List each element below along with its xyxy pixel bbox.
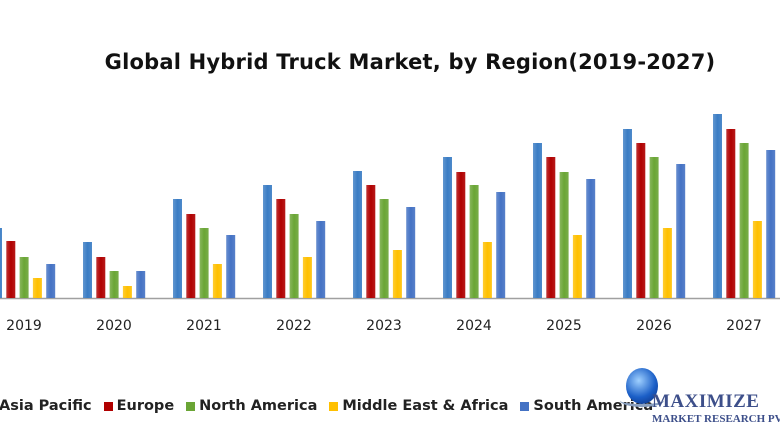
bar-europe-2021	[186, 214, 196, 298]
x-tick-label: 2020	[96, 318, 132, 334]
bar-north-america-2020	[109, 271, 119, 298]
bar-asia-pacific-2025	[533, 143, 542, 298]
maximize-logo: MAXIMIZE MARKET RESEARCH PVT. LTD.	[618, 364, 780, 434]
bar-asia-pacific-2026	[623, 129, 632, 298]
legend-swatch	[520, 401, 530, 411]
bar-middle-east-africa-2025	[572, 235, 582, 298]
bar-asia-pacific-2027	[713, 114, 722, 298]
bar-asia-pacific-2022	[263, 185, 272, 298]
legend-label: North America	[199, 398, 318, 414]
bar-middle-east-africa-2021	[212, 264, 222, 298]
bar-north-america-2023	[379, 199, 389, 298]
x-tick-label: 2027	[726, 318, 762, 334]
legend-label: Middle East & Africa	[342, 398, 509, 414]
legend-swatch	[103, 401, 113, 411]
x-tick-label: 2022	[276, 318, 312, 334]
bar-middle-east-africa-2024	[482, 242, 492, 298]
bar-europe-2020	[96, 257, 106, 298]
bar-south-america-2022	[316, 221, 326, 298]
bar-asia-pacific-2020	[83, 242, 92, 298]
bar-south-america-2019	[46, 264, 56, 298]
legend-swatch	[186, 401, 196, 411]
bar-north-america-2026	[649, 157, 659, 298]
x-tick-label: 2026	[636, 318, 672, 334]
bar-asia-pacific-2021	[173, 199, 182, 298]
bar-middle-east-africa-2027	[752, 221, 762, 298]
bar-europe-2026	[636, 143, 646, 298]
bar-middle-east-africa-2019	[32, 278, 42, 298]
bar-north-america-2022	[289, 214, 299, 298]
bar-asia-pacific-2024	[443, 157, 452, 298]
bar-south-america-2026	[676, 164, 686, 298]
bar-asia-pacific-2019	[0, 228, 2, 298]
legend-label: Europe	[116, 398, 175, 414]
swoosh-icon	[620, 394, 664, 407]
bar-north-america-2027	[739, 143, 749, 298]
chart-title: Global Hybrid Truck Market, by Region(20…	[104, 50, 716, 74]
logo-name: MAXIMIZE	[652, 391, 760, 412]
bar-south-america-2025	[586, 179, 596, 298]
legend-item: Middle East & Africa	[329, 398, 508, 414]
x-tick-label: 2019	[6, 318, 42, 334]
logo-subtitle: MARKET RESEARCH PVT. LTD.	[652, 413, 780, 425]
bar-south-america-2021	[226, 235, 236, 298]
bar-europe-2024	[456, 172, 466, 298]
bar-asia-pacific-2023	[353, 171, 362, 298]
bar-south-america-2020	[136, 271, 146, 298]
bar-middle-east-africa-2023	[392, 250, 402, 298]
x-tick-label: 2025	[546, 318, 582, 334]
bar-europe-2027	[726, 129, 736, 298]
bar-south-america-2023	[406, 207, 416, 298]
bar-north-america-2025	[559, 172, 569, 298]
bar-middle-east-africa-2020	[122, 286, 132, 298]
bar-south-america-2024	[496, 192, 506, 298]
bar-europe-2025	[546, 157, 556, 298]
bar-middle-east-africa-2026	[662, 228, 672, 298]
bar-europe-2023	[366, 185, 376, 298]
legend-item: Asia Pacific	[0, 398, 92, 414]
bar-north-america-2024	[469, 185, 479, 298]
x-tick-label: 2021	[186, 318, 222, 334]
bar-europe-2019	[6, 241, 16, 298]
legend-label: Asia Pacific	[0, 398, 92, 414]
bar-middle-east-africa-2022	[302, 257, 312, 298]
legend-item: Europe	[103, 398, 175, 414]
bar-north-america-2021	[199, 228, 209, 298]
bar-south-america-2027	[766, 150, 776, 298]
legend: Asia Pacific Europe North America Middle Ea…	[0, 398, 665, 414]
x-tick-label: 2023	[366, 318, 402, 334]
x-tick-label: 2024	[456, 318, 492, 334]
legend-swatch	[329, 401, 339, 411]
bar-north-america-2019	[19, 257, 29, 298]
legend-item: North America	[186, 398, 317, 414]
bar-europe-2022	[276, 199, 286, 298]
